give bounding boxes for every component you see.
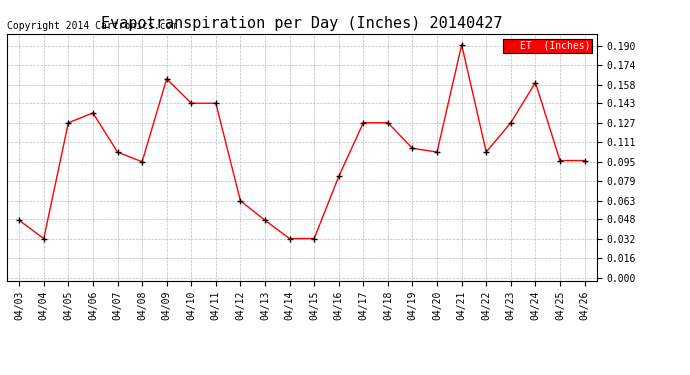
- Title: Evapotranspiration per Day (Inches) 20140427: Evapotranspiration per Day (Inches) 2014…: [101, 16, 502, 31]
- Legend: ET  (Inches): ET (Inches): [503, 39, 592, 53]
- Text: Copyright 2014 Cartronics.com: Copyright 2014 Cartronics.com: [7, 21, 177, 31]
